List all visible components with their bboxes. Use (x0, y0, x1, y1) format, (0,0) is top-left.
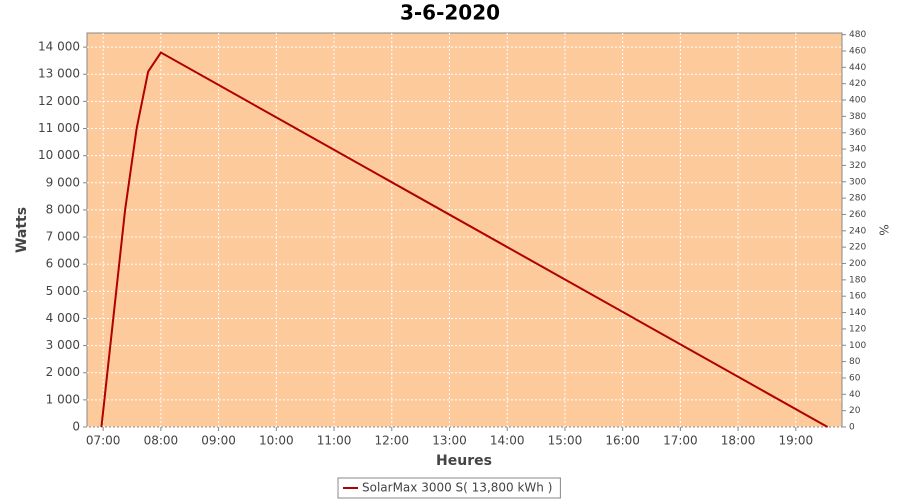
y2-tick-label: 180 (849, 275, 866, 285)
y-tick-label: 14 000 (38, 40, 80, 54)
x-tick-label: 13:00 (432, 434, 467, 448)
y2-tick-label: 0 (849, 423, 855, 433)
x-tick-label: 08:00 (144, 434, 179, 448)
y2-tick-label: 420 (849, 79, 866, 89)
x-axis-label: Heures (436, 453, 492, 469)
y-tick-label: 2 000 (46, 365, 80, 379)
y2-tick-label: 280 (849, 194, 866, 204)
y-tick-label: 6 000 (46, 257, 80, 271)
y2-tick-label: 440 (849, 63, 866, 73)
y2-tick-label: 20 (849, 406, 861, 416)
legend-box (337, 477, 561, 499)
y2-tick-label: 240 (849, 226, 866, 236)
y2-tick-label: 320 (849, 161, 866, 171)
legend-label: SolarMax 3000 S( 13,800 kWh ) (362, 481, 552, 495)
series-line (100, 51, 829, 428)
y2-tick-label: 220 (849, 243, 866, 253)
y-tick-label: 8 000 (46, 202, 80, 216)
y2-tick-label: 160 (849, 292, 866, 302)
chart-title: 3-6-2020 (400, 1, 500, 25)
x-tick-label: 19:00 (779, 434, 814, 448)
y-tick-label: 10 000 (38, 148, 80, 162)
y-tick-label: 7 000 (46, 230, 80, 244)
y2-tick-label: 340 (849, 145, 866, 155)
x-tick-label: 16:00 (605, 434, 640, 448)
x-tick-label: 10:00 (259, 434, 294, 448)
y2-tick-label: 60 (849, 373, 861, 383)
y2-tick-label: 480 (849, 30, 866, 40)
x-tick-label: 15:00 (548, 434, 583, 448)
y2-tick-label: 460 (849, 46, 866, 56)
y2-tick-label: 120 (849, 324, 866, 334)
x-tick-label: 07:00 (86, 434, 121, 448)
x-tick-label: 12:00 (374, 434, 409, 448)
x-tick-label: 14:00 (490, 434, 525, 448)
y-axis-label: Watts (14, 207, 30, 253)
y-tick-label: 13 000 (38, 67, 80, 81)
x-tick-label: 18:00 (721, 434, 756, 448)
y2-tick-label: 380 (849, 112, 866, 122)
legend: SolarMax 3000 S( 13,800 kWh ) (343, 481, 552, 495)
y2-tick-label: 100 (849, 341, 866, 351)
x-tick-label: 17:00 (663, 434, 698, 448)
y-tick-label: 0 (72, 420, 80, 434)
y2-axis-label: % (877, 224, 891, 235)
y2-tick-label: 40 (849, 390, 861, 400)
y-tick-label: 11 000 (38, 121, 80, 135)
x-tick-label: 11:00 (317, 434, 352, 448)
y2-tick-label: 200 (849, 259, 866, 269)
y-tick-label: 3 000 (46, 338, 80, 352)
y2-tick-label: 140 (849, 308, 866, 318)
y-tick-label: 12 000 (38, 94, 80, 108)
plot-area (86, 32, 843, 428)
y2-tick-label: 260 (849, 210, 866, 220)
y2-tick-label: 80 (849, 357, 861, 367)
x-tick-label: 09:00 (201, 434, 236, 448)
y-tick-label: 9 000 (46, 175, 80, 189)
y2-tick-label: 360 (849, 128, 866, 138)
y2-tick-label: 400 (849, 96, 866, 106)
y-tick-label: 4 000 (46, 311, 80, 325)
y-tick-label: 1 000 (46, 392, 80, 406)
y2-tick-label: 300 (849, 177, 866, 187)
y-tick-label: 5 000 (46, 284, 80, 298)
